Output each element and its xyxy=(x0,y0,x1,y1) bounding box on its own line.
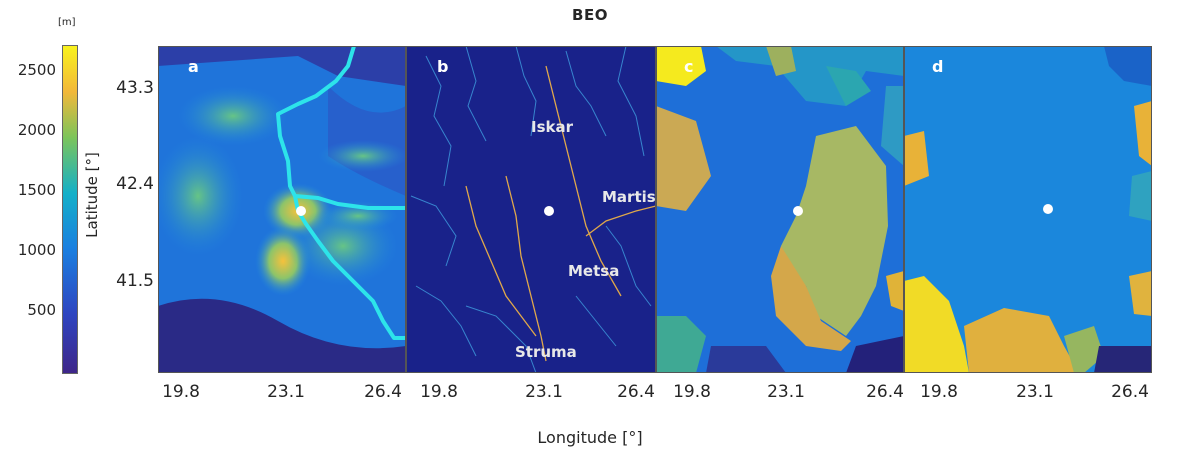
y-tick: 41.5 xyxy=(116,271,154,291)
x-tick: 19.8 xyxy=(162,382,200,402)
river-label-iskar: Iskar xyxy=(531,118,574,136)
panel-a-elevation-map xyxy=(158,46,406,373)
river-label-struma: Struma xyxy=(515,343,577,361)
x-tick: 26.4 xyxy=(364,382,402,402)
x-tick: 23.1 xyxy=(267,382,305,402)
colorbar-tick: 2500 xyxy=(17,61,56,79)
y-axis-label: Latitude [°] xyxy=(83,152,101,238)
colorbar-tick: 2000 xyxy=(17,121,56,139)
y-tick: 42.4 xyxy=(116,174,154,194)
panel-label: d xyxy=(932,57,944,76)
panel-label: a xyxy=(188,57,199,76)
colorbar-unit: [m] xyxy=(58,17,76,28)
x-tick: 26.4 xyxy=(866,382,904,402)
panel-c-catchment-map xyxy=(656,46,904,373)
panel-b-river-network-map xyxy=(406,46,656,373)
colorbar xyxy=(62,45,78,374)
river-label-martisa: Martisa xyxy=(602,188,666,206)
x-tick: 23.1 xyxy=(525,382,563,402)
x-tick: 26.4 xyxy=(617,382,655,402)
x-tick: 19.8 xyxy=(920,382,958,402)
x-tick: 23.1 xyxy=(1016,382,1054,402)
x-tick: 23.1 xyxy=(767,382,805,402)
panel-d-catchment-map xyxy=(904,46,1152,373)
x-axis-label: Longitude [°] xyxy=(537,428,643,447)
x-tick: 19.8 xyxy=(673,382,711,402)
figure-title: BEO xyxy=(572,6,608,24)
y-tick: 43.3 xyxy=(116,78,154,98)
river-label-metsa: Metsa xyxy=(568,262,620,280)
colorbar-tick: 1500 xyxy=(17,181,56,199)
colorbar-tick: 500 xyxy=(27,301,56,319)
colorbar-tick: 1000 xyxy=(17,241,56,259)
x-tick: 26.4 xyxy=(1111,382,1149,402)
x-tick: 19.8 xyxy=(420,382,458,402)
panel-label: b xyxy=(437,57,449,76)
panel-label: c xyxy=(684,57,694,76)
